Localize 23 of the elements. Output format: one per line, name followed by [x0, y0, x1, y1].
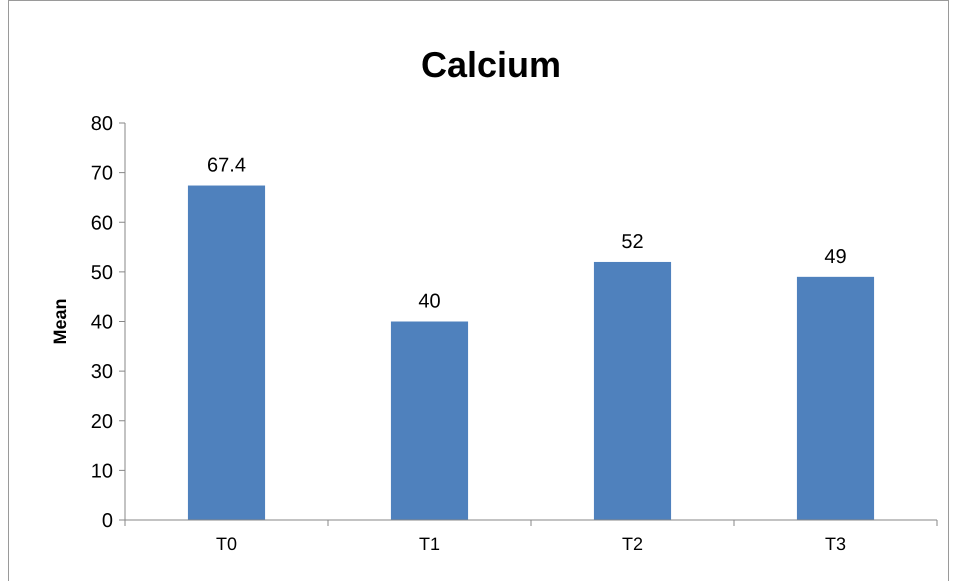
bar: [188, 186, 266, 520]
chart-title: Calcium: [420, 44, 562, 85]
y-tick-label: 30: [90, 361, 113, 384]
x-tick-label: T1: [418, 534, 440, 554]
y-tick-label: 0: [102, 510, 113, 532]
y-tick-label: 50: [90, 262, 113, 284]
y-tick-label: 80: [90, 113, 113, 135]
data-label: 52: [621, 230, 644, 253]
y-tick-label: 40: [90, 312, 113, 334]
data-label: 40: [418, 290, 441, 312]
y-tick-label: 20: [90, 410, 113, 433]
y-tick-label: 60: [90, 212, 113, 234]
y-tick-label: 70: [90, 162, 113, 185]
x-tick-label: T0: [216, 534, 238, 554]
x-tick-label: T2: [622, 534, 644, 554]
data-label: 67.4: [207, 154, 246, 177]
y-tick-label: 10: [90, 460, 113, 482]
y-axis-title: Mean: [50, 298, 70, 345]
x-tick-label: T3: [824, 534, 846, 554]
bar: [594, 262, 672, 520]
data-label: 49: [824, 246, 847, 268]
bar: [390, 322, 468, 520]
bar: [796, 276, 874, 520]
